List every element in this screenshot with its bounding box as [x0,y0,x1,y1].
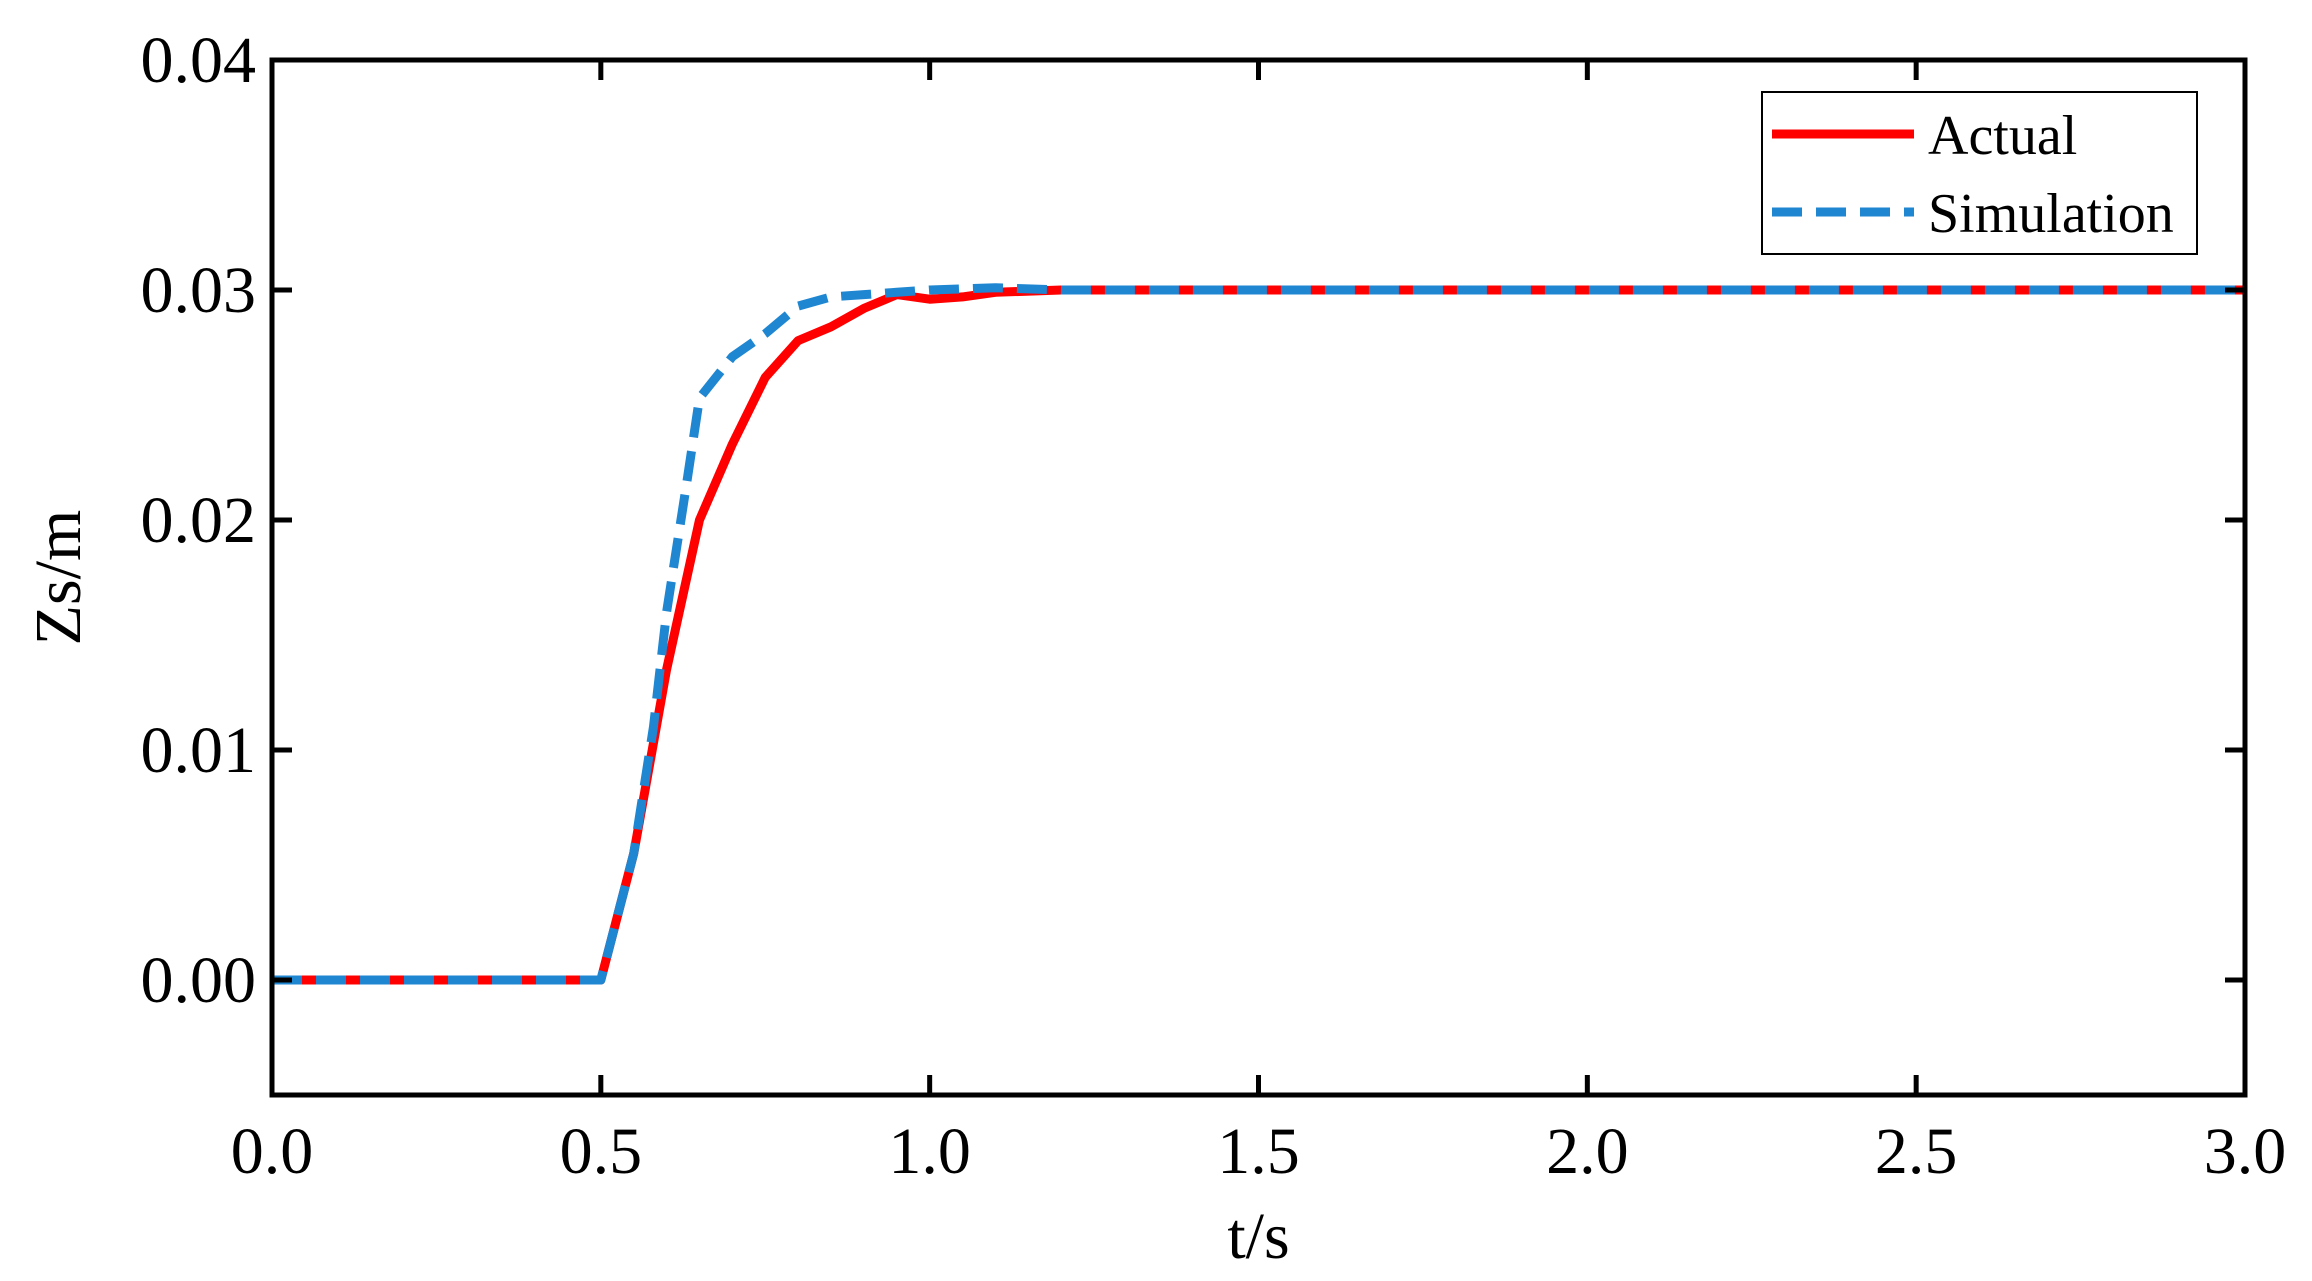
x-tick-label: 2.0 [1546,1115,1629,1188]
legend-label-actual: Actual [1928,105,2077,167]
y-tick-label: 0.03 [141,254,257,327]
legend-label-simulation: Simulation [1928,183,2174,245]
y-tick-label: 0.01 [141,714,257,787]
series-line-simulation [272,283,2245,985]
y-tick-label: 0.02 [141,484,257,557]
legend-box [1761,91,2198,255]
x-tick-label: 1.0 [888,1115,971,1188]
x-tick-label: 1.5 [1217,1115,1300,1188]
x-tick-label: 0.0 [231,1115,314,1188]
y-tick-label: 0.00 [141,944,257,1017]
series-layer [272,283,2245,985]
y-axis-title: Zs/m [22,510,95,646]
axes-layer: 0.0 0.5 1.0 1.5 2.0 2.5 3.0 0.00 0.01 0.02 0.03 0.0… [22,24,2286,1273]
x-tick-label: 3.0 [2204,1115,2287,1188]
x-tick-label: 0.5 [560,1115,643,1188]
x-axis-title: t/s [1227,1200,1289,1273]
x-tick-label: 2.5 [1875,1115,1958,1188]
y-tick-label: 0.04 [141,24,257,97]
legend: Actual Simulation [1761,91,2198,255]
